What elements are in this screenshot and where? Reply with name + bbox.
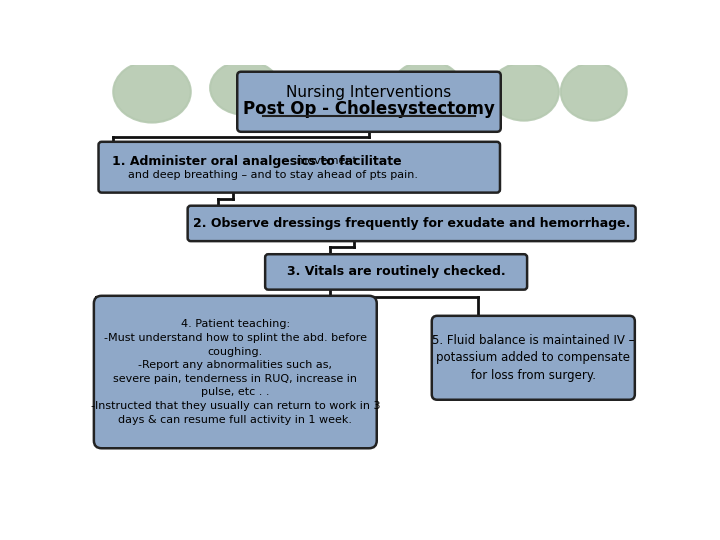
FancyBboxPatch shape bbox=[99, 142, 500, 193]
Text: Post Op - Cholesystectomy: Post Op - Cholesystectomy bbox=[243, 100, 495, 118]
Text: 1. Administer oral analgesics to facilitate: 1. Administer oral analgesics to facilit… bbox=[112, 154, 402, 167]
Text: 4. Patient teaching:
-Must understand how to splint the abd. before
coughing.
-R: 4. Patient teaching: -Must understand ho… bbox=[91, 320, 380, 424]
Ellipse shape bbox=[113, 61, 191, 123]
Text: and deep breathing – and to stay ahead of pts pain.: and deep breathing – and to stay ahead o… bbox=[128, 170, 418, 180]
Text: 2. Observe dressings frequently for exudate and hemorrhage.: 2. Observe dressings frequently for exud… bbox=[193, 217, 630, 230]
Ellipse shape bbox=[489, 63, 559, 120]
Ellipse shape bbox=[392, 61, 462, 115]
FancyBboxPatch shape bbox=[432, 316, 635, 400]
FancyBboxPatch shape bbox=[265, 254, 527, 289]
FancyBboxPatch shape bbox=[188, 206, 636, 241]
Text: 3. Vitals are routinely checked.: 3. Vitals are routinely checked. bbox=[287, 266, 505, 279]
Ellipse shape bbox=[210, 61, 280, 115]
Ellipse shape bbox=[561, 63, 626, 120]
FancyBboxPatch shape bbox=[94, 296, 377, 448]
Text: Nursing Interventions: Nursing Interventions bbox=[287, 85, 451, 100]
Text: movement: movement bbox=[293, 156, 357, 166]
Text: 5. Fluid balance is maintained IV –
potassium added to compensate
for loss from : 5. Fluid balance is maintained IV – pota… bbox=[432, 334, 634, 382]
FancyBboxPatch shape bbox=[238, 72, 500, 132]
